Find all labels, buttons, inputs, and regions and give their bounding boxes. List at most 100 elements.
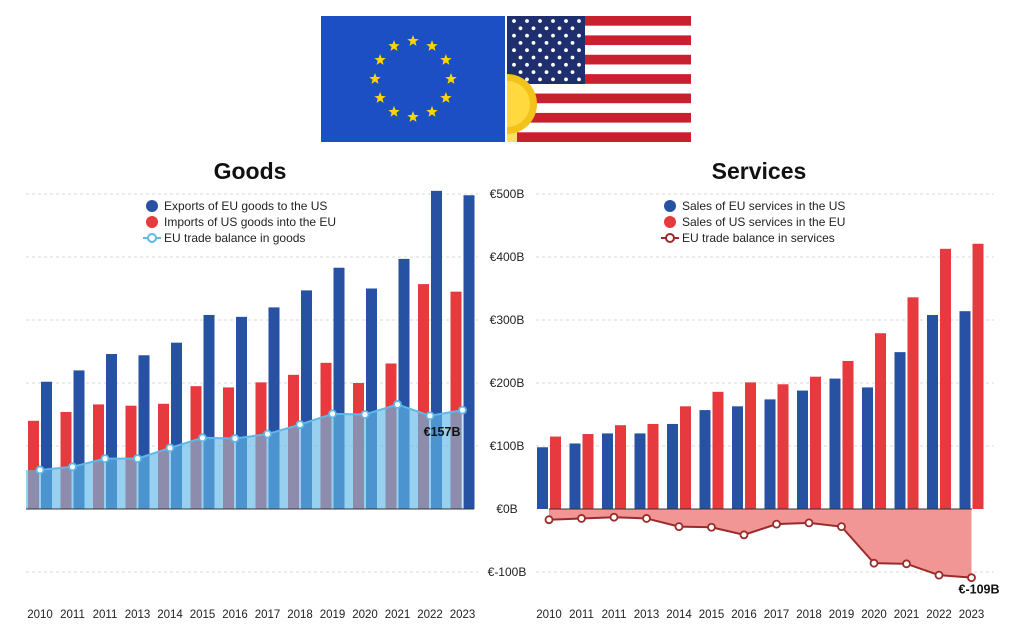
services-balance-area [549,509,972,578]
x-tick-label: 2010 [27,609,53,621]
us-star [544,70,549,74]
goods-balance-point [133,454,142,464]
us-star [538,33,542,38]
services-bar-red [712,391,724,509]
us-star [538,62,542,67]
goods-bar-blue [301,290,312,509]
us-star [570,41,575,45]
eu-star [388,40,400,51]
x-tick-label: 2016 [222,609,248,621]
services-legend-label: Sales of US services in the EU [682,215,845,229]
us-star [564,19,568,23]
us-star [525,62,529,67]
y-tick-label: €400B [490,250,525,264]
us-star [577,19,581,23]
services-bar-blue [959,311,971,509]
us-star [518,70,523,74]
goods-balance-point [295,420,305,429]
gold-coins-icon [507,74,537,142]
goods-balance-area [26,404,463,509]
goods-bar-blue [268,307,280,509]
services-balance-point [577,514,586,523]
services-legend-label: EU trade balance in services [682,231,835,245]
us-star [531,70,536,74]
services-annotation: €-109B [959,583,1000,597]
services-balance-point [837,522,846,532]
us-star [551,62,555,67]
goods-legend-swatch [146,200,158,212]
services-balance-line [548,516,972,579]
us-star [518,41,523,45]
services-bar-blue [537,447,548,509]
x-tick-label: 2019 [829,609,855,621]
y-tick-label: €500B [490,187,525,201]
x-tick-label: 2011 [602,609,627,621]
services-bar-red [940,248,951,509]
services-bar-red [680,406,691,509]
x-tick-label: 2014 [666,609,692,621]
services-bar-blue [894,352,906,509]
services-bar-blue [634,433,646,509]
us-star [557,26,562,31]
services-balance-point [869,558,879,568]
goods-bar-blue [73,370,85,509]
x-tick-label: 2013 [634,609,660,621]
services-bar-red [907,297,919,509]
us-star [577,48,581,53]
goods-chart: 2010 2011 2011 2013 2014 2015 2016 2017 2018 2019… [26,190,476,621]
x-tick-label: 2015 [190,609,216,621]
x-tick-label: 2022 [417,609,443,621]
goods-bar-blue [41,381,52,509]
goods-balance-point [393,400,402,409]
us-star [564,62,568,67]
x-tick-label: 2016 [731,609,757,621]
x-tick-label: 2018 [796,609,822,621]
goods-balance-point [230,434,240,443]
eu-star [426,40,438,51]
us-star [544,55,549,60]
goods-bar-red [125,405,137,509]
goods-bar-blue [463,195,475,509]
x-tick-label: 2020 [352,609,378,621]
us-star [531,41,536,45]
x-tick-label: 2015 [699,609,725,621]
goods-balance-point [165,443,175,453]
us-star [512,48,516,53]
y-tick-label: €300B [490,313,525,327]
services-bar-blue [732,406,743,509]
y-tick-label: €200B [490,376,525,390]
services-balance-point [674,522,684,532]
goods-bar-blue [138,355,150,509]
goods-legend-label: EU trade balance in goods [164,231,305,245]
services-balance-point [772,519,781,529]
us-star [538,48,542,53]
services-balance-point [739,530,749,540]
us-star [518,26,523,31]
services-balance-point [544,515,554,525]
goods-balance-point [263,429,272,439]
goods-balance-line [39,403,463,471]
us-star [512,33,516,38]
services-balance-point [902,559,911,569]
goods-legend-swatch [146,216,158,228]
x-tick-label: 2014 [157,609,183,621]
x-tick-label: 2023 [450,609,476,621]
goods-bar-blue [171,342,182,509]
services-balance-point [642,514,651,523]
services-bar-red [745,382,756,509]
services-legend-label: Sales of EU services in the US [682,199,845,213]
x-tick-label: 2018 [287,609,313,621]
us-star [544,26,549,31]
services-bar-red [582,434,594,509]
us-star [577,33,581,38]
us-star [518,55,523,60]
x-tick-label: 2021 [385,609,411,621]
services-bar-blue [797,390,808,509]
x-tick-label: 2017 [255,609,281,621]
services-bar-blue [829,378,841,509]
us-star [525,19,529,23]
eu-star [407,111,419,122]
services-bar-blue [699,410,711,509]
